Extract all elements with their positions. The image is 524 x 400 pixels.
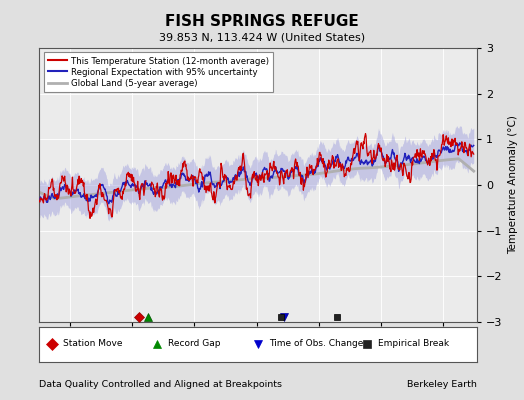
Text: Data Quality Controlled and Aligned at Breakpoints: Data Quality Controlled and Aligned at B…	[39, 380, 282, 389]
Y-axis label: Temperature Anomaly (°C): Temperature Anomaly (°C)	[508, 116, 518, 254]
Text: 39.853 N, 113.424 W (United States): 39.853 N, 113.424 W (United States)	[159, 33, 365, 43]
Text: Station Move: Station Move	[63, 339, 123, 348]
Text: Record Gap: Record Gap	[168, 339, 221, 348]
Text: Empirical Break: Empirical Break	[378, 339, 450, 348]
Text: FISH SPRINGS REFUGE: FISH SPRINGS REFUGE	[165, 14, 359, 29]
Text: Berkeley Earth: Berkeley Earth	[407, 380, 477, 389]
Legend: This Temperature Station (12-month average), Regional Expectation with 95% uncer: This Temperature Station (12-month avera…	[43, 52, 274, 92]
Text: Time of Obs. Change: Time of Obs. Change	[269, 339, 363, 348]
